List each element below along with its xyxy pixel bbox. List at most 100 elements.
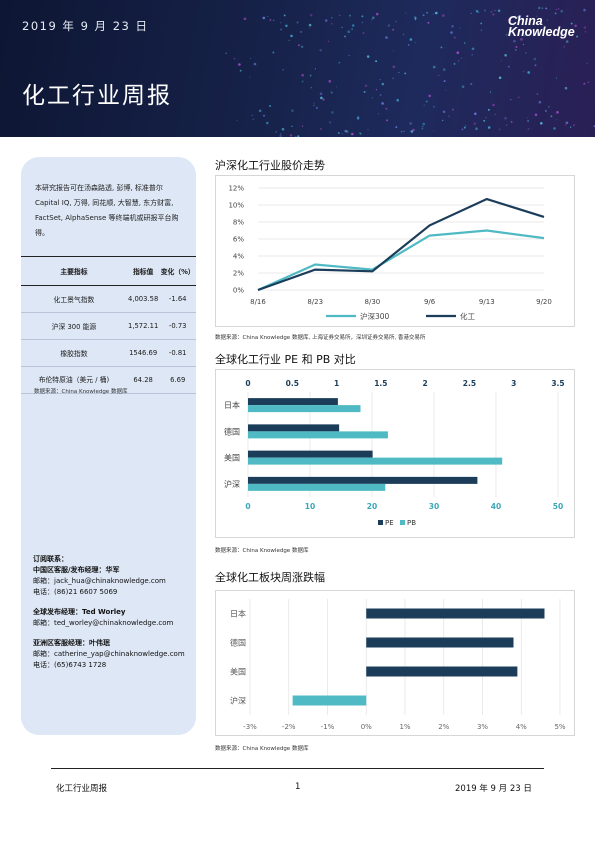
banner-dot <box>464 42 466 44</box>
banner-dot <box>520 38 523 41</box>
y-tick-label: 10% <box>228 202 244 210</box>
banner-dot <box>313 104 315 106</box>
banner-dot <box>409 122 412 125</box>
banner-dot <box>548 106 550 108</box>
legend-label: PE <box>385 519 394 527</box>
banner-dot <box>533 57 537 61</box>
banner-dot <box>371 19 373 21</box>
table-source-note: 数据来源：China Knowledge 数据库 <box>34 389 128 395</box>
category-label: 日本 <box>224 400 240 410</box>
banner-dot <box>504 117 507 120</box>
banner-dot <box>341 26 343 29</box>
china-contact-email[interactable]: 邮箱：jack_hua@chinaknowledge.com <box>33 577 166 585</box>
banner-dot <box>361 15 364 18</box>
banner-dot <box>433 106 435 108</box>
banner-dot <box>291 125 293 127</box>
banner-dot <box>426 11 428 14</box>
global-contact-role: 全球发布经理：Ted Worley <box>33 608 126 616</box>
banner-dot <box>269 104 272 107</box>
banner-dot <box>233 57 236 60</box>
banner-dot <box>337 132 340 134</box>
pe-bar <box>248 476 478 484</box>
weekly-change-chart: -3% -2% -1% 0% 1% 2% 3% 4% 5% 日本 德国 美国 沪深 <box>215 590 575 736</box>
footer-report-name: 化工行业周报 <box>56 784 108 794</box>
x-tick-label: 9/6 <box>424 298 436 306</box>
banner-dot <box>309 27 311 29</box>
banner-dot <box>544 110 547 112</box>
banner-dot <box>507 65 510 68</box>
banner-dot <box>280 133 282 135</box>
banner-dot <box>319 92 323 95</box>
banner-dot <box>442 14 445 17</box>
banner-dot <box>458 60 460 62</box>
banner-dot <box>310 87 312 89</box>
banner-dot <box>297 44 300 47</box>
category-label: 沪深 <box>230 696 246 706</box>
banner-dot <box>487 126 491 129</box>
banner-dot <box>301 73 304 77</box>
indicator-change: -1.64 <box>159 285 196 313</box>
banner-dot <box>367 129 369 131</box>
banner-dot <box>330 22 333 25</box>
banner-dot <box>510 120 513 123</box>
banner-dot <box>283 14 286 17</box>
banner-dot <box>560 9 563 13</box>
banner-dot <box>442 119 444 121</box>
banner-dot <box>524 35 526 37</box>
banner-dot <box>510 99 512 101</box>
banner-dot <box>478 12 480 14</box>
banner-dot <box>407 43 410 46</box>
banner-dot <box>289 134 293 137</box>
asia-contact-email[interactable]: 邮箱：catherine_yap@chinaknowledge.com <box>33 650 185 658</box>
banner-dot <box>522 43 525 46</box>
x-tick-label: 2% <box>438 723 449 731</box>
banner-dot <box>385 107 388 110</box>
y-tick-label: 2% <box>233 270 244 278</box>
banner-dot <box>554 12 557 15</box>
banner-dot <box>451 108 454 111</box>
banner-dot <box>527 128 530 131</box>
table-row: 化工景气指数 4,003.58 -1.64 <box>21 285 196 313</box>
banner-dot <box>435 11 438 15</box>
banner-dot <box>475 127 478 130</box>
change-bar <box>292 695 367 706</box>
banner-dot <box>536 15 538 17</box>
header-banner: 2019 年 9 月 23 日 化工行业周报 China Knowledge <box>0 0 595 137</box>
banner-dot <box>398 72 400 74</box>
banner-dot <box>339 14 341 16</box>
banner-dot <box>273 19 275 21</box>
banner-dot <box>309 74 312 77</box>
banner-dot <box>494 9 496 11</box>
banner-dot <box>296 21 299 24</box>
banner-dot <box>422 14 425 17</box>
banner-dot <box>422 125 424 127</box>
banner-dot <box>272 51 275 54</box>
banner-dot <box>379 94 382 96</box>
banner-dot <box>359 132 362 135</box>
y-tick-label: 4% <box>233 253 244 261</box>
banner-dot <box>285 24 288 28</box>
banner-dot <box>315 106 318 109</box>
banner-dot <box>461 128 464 131</box>
banner-dot <box>442 68 446 71</box>
banner-dot <box>395 21 397 23</box>
top-axis-tick: 0.5 <box>286 379 299 388</box>
x-tick-label: 8/16 <box>250 298 266 306</box>
banner-dot <box>565 121 569 125</box>
sidebar-panel: 本研究报告可在汤森路透, 彭博, 标准普尔 Capital IQ, 万得, 同花… <box>21 157 196 735</box>
category-label: 美国 <box>230 667 246 677</box>
banner-dot <box>313 102 315 104</box>
banner-dot <box>433 130 435 132</box>
banner-dot <box>392 65 396 69</box>
banner-dot <box>395 126 398 129</box>
global-contact-email[interactable]: 邮箱：ted_worley@chinaknowledge.com <box>33 619 174 627</box>
legend-swatch <box>378 520 383 525</box>
banner-dot <box>386 119 388 122</box>
x-tick-label: 3% <box>477 723 488 731</box>
legend-label: 沪深300 <box>360 311 390 321</box>
pe-bar <box>248 450 373 458</box>
banner-dot <box>379 79 381 81</box>
indicator-change: -0.81 <box>159 339 196 367</box>
legend-label: PB <box>407 519 416 527</box>
banner-dot <box>427 21 430 24</box>
